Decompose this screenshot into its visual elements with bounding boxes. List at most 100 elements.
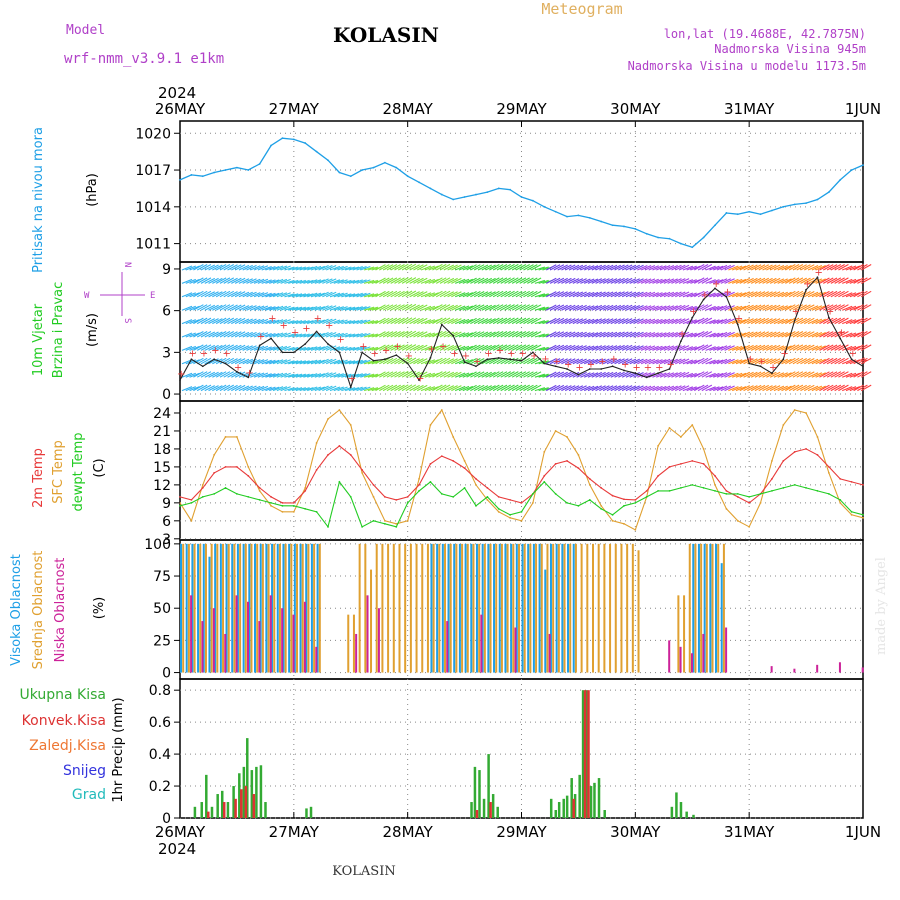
wind-arrow — [511, 290, 523, 298]
pressure-line-point — [623, 225, 625, 228]
wind-arrow — [667, 264, 678, 271]
cloud_mid-bar — [301, 543, 304, 673]
wind-arrow — [830, 357, 842, 365]
wind-arrow — [705, 279, 716, 284]
wind-arrow — [405, 317, 417, 325]
wind-arrow — [652, 292, 663, 298]
wind-arrow — [413, 371, 424, 378]
wind-arrow — [724, 264, 735, 271]
wind-arrow — [769, 304, 781, 311]
sfc-temp-line-point — [862, 516, 864, 519]
gust-mark: + — [325, 321, 333, 332]
wind-arrow — [348, 333, 360, 338]
gust-mark: + — [666, 359, 674, 370]
wind-arrow — [318, 345, 329, 351]
temp-2m-line-point — [190, 498, 193, 501]
wind-arrow — [549, 358, 561, 365]
wind-arrow — [815, 358, 826, 365]
wind-arrow — [860, 264, 872, 271]
precip_total-bar — [589, 786, 593, 818]
wind-arrow — [637, 331, 648, 338]
wind-arrow — [697, 357, 709, 365]
wind-arrow — [591, 385, 603, 392]
wind-arrow — [200, 357, 212, 365]
wind-arrow — [200, 277, 212, 284]
wind-arrow — [261, 292, 272, 298]
wind-arrow — [212, 318, 223, 325]
wind-arrow — [826, 277, 838, 284]
gust-mark: + — [450, 348, 458, 359]
wind-arrow — [788, 357, 800, 365]
wind-arrow — [606, 331, 618, 338]
cloud_high-bar — [572, 543, 575, 673]
wind-arrow — [838, 304, 849, 311]
wind-arrow — [686, 279, 697, 284]
wind-arrow — [196, 331, 208, 338]
wind-arrow — [314, 386, 325, 392]
wind-arrow — [625, 305, 637, 311]
wind-arrow — [530, 290, 542, 298]
temp-2m-line-point — [281, 501, 284, 504]
wind-arrow — [716, 345, 728, 351]
wind-arrow — [754, 331, 766, 338]
wind-arrow — [546, 331, 557, 338]
wind-arrow — [834, 317, 845, 325]
wind-arrow — [766, 264, 777, 271]
pressure-line-point — [418, 181, 420, 184]
temp-2m-line-point — [304, 489, 307, 492]
wind-arrow — [675, 385, 686, 392]
wind-arrow — [606, 278, 618, 284]
cloud_mid-bar — [182, 543, 185, 673]
wind-arrow — [489, 344, 500, 351]
temp-2m-line-point — [566, 460, 568, 462]
wind-arrow — [830, 317, 842, 325]
gust-mark: + — [860, 355, 868, 366]
wind-arrow — [208, 291, 219, 298]
wind-arrow — [610, 385, 622, 392]
wind-arrow — [637, 291, 648, 298]
wind-arrow — [492, 317, 504, 325]
wind-arrow — [356, 319, 367, 325]
wind-arrow — [288, 306, 299, 311]
wind-arrow — [325, 385, 337, 392]
wind-arrow — [754, 384, 766, 392]
wind-arrow — [561, 318, 572, 325]
wind-arrow — [720, 358, 732, 365]
wind-arrow — [466, 344, 477, 351]
wind-arrow — [386, 277, 398, 284]
wind-arrow — [792, 344, 804, 351]
wind-arrow — [743, 291, 754, 298]
wind-arrow — [265, 386, 276, 392]
wind-arrow — [640, 305, 652, 311]
wind-arrow — [265, 359, 276, 365]
wind-arrow — [375, 264, 386, 271]
legend-freezing-rain: Zaledj.Kisa — [29, 738, 106, 754]
wind-arrow — [360, 386, 371, 392]
dewpoint-line-point — [429, 480, 432, 483]
wind-arrow — [318, 264, 329, 271]
wind-arrow — [693, 331, 705, 338]
wind-arrow — [845, 332, 857, 338]
wind-arrow — [800, 371, 811, 378]
wind-arrow — [439, 330, 451, 338]
cloud_mid-bar — [677, 595, 680, 673]
wind-arrow — [633, 318, 644, 325]
wind-arrow — [580, 305, 591, 311]
wind-arrow — [485, 264, 496, 271]
wind-arrow — [690, 372, 701, 378]
wind-arrow — [788, 290, 800, 298]
wind-arrow — [435, 263, 447, 271]
wind-arrow — [515, 344, 527, 351]
wind-arrow — [185, 278, 196, 284]
wind-arrow — [322, 264, 333, 271]
precip_conv-bar — [207, 811, 210, 818]
wind-arrow — [272, 265, 284, 271]
x-tick-label-top: 30MAY — [610, 100, 661, 118]
wind-arrow — [208, 318, 219, 325]
wind-arrow — [656, 332, 667, 338]
wind-arrow — [246, 385, 257, 392]
wind-arrow — [637, 372, 648, 378]
wind-arrow — [728, 359, 739, 365]
wind-arrow — [219, 331, 231, 338]
wind-arrow — [686, 292, 697, 298]
